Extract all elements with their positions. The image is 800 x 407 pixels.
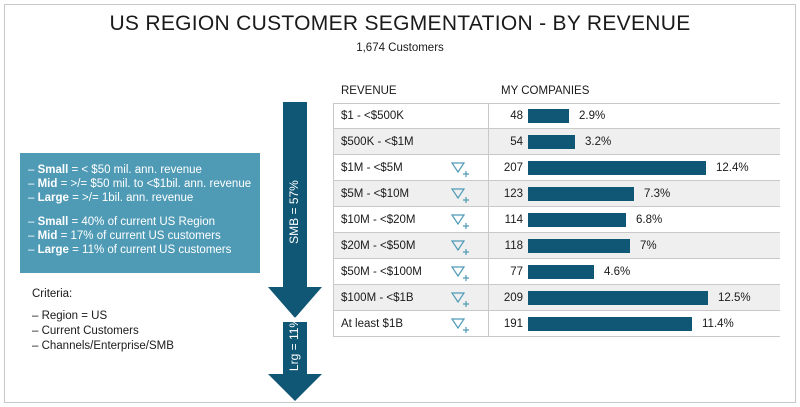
column-header-my-companies: MY COMPANIES <box>501 85 590 97</box>
revenue-range-label: $1 - <$500K <box>341 110 404 122</box>
lrg-arrow-label: Lrg = 11% <box>287 316 301 372</box>
info-line: – Mid = 17% of current US customers <box>28 230 221 242</box>
percent-label: 11.4% <box>702 318 734 330</box>
company-count: 77 <box>510 266 523 278</box>
criteria-item: – Channels/Enterprise/SMB <box>32 340 174 352</box>
bar <box>528 317 692 331</box>
criteria-block: Criteria: – Region = US – Current Custom… <box>32 287 174 354</box>
company-count: 48 <box>510 110 523 122</box>
table-row: $50M - <$100M 77 4.6% <box>333 259 780 285</box>
bar <box>528 213 626 227</box>
info-line: – Large = >/= 1bil. ann. revenue <box>28 192 194 204</box>
company-count: 54 <box>510 136 523 148</box>
add-filter-icon[interactable] <box>449 209 471 231</box>
criteria-item: – Current Customers <box>32 325 139 337</box>
customer-count: 1,674 Customers <box>356 42 444 54</box>
info-line: – Small = 40% of current US Region <box>28 216 215 228</box>
info-line: – Mid = >/= $50 mil. to <$1bil. ann. rev… <box>28 178 252 190</box>
add-filter-icon[interactable] <box>449 261 471 283</box>
table-row: At least $1B 191 11.4% <box>333 311 780 337</box>
bar <box>528 265 594 279</box>
revenue-range-label: $10M - <$20M <box>341 214 416 226</box>
table-row: $1M - <$5M 207 12.4% <box>333 155 780 181</box>
table-row: $10M - <$20M 114 6.8% <box>333 207 780 233</box>
criteria-item: – Region = US <box>32 310 108 322</box>
chart-frame <box>4 4 796 403</box>
percent-label: 7.3% <box>644 188 671 200</box>
page-title: US REGION CUSTOMER SEGMENTATION - BY REV… <box>109 12 691 35</box>
column-header-revenue: REVENUE <box>341 85 397 97</box>
revenue-range-label: $20M - <$50M <box>341 240 416 252</box>
table-row: $5M - <$10M 123 7.3% <box>333 181 780 207</box>
add-filter-icon[interactable] <box>449 313 471 335</box>
add-filter-icon[interactable] <box>449 287 471 309</box>
percent-label: 4.6% <box>604 266 631 278</box>
company-count: 209 <box>503 292 523 304</box>
percent-label: 2.9% <box>579 110 606 122</box>
revenue-range-label: $500K - <$1M <box>341 136 414 148</box>
percent-label: 12.5% <box>718 292 751 304</box>
criteria-heading: Criteria: <box>32 288 73 300</box>
segment-definitions: – Small = < $50 mil. ann. revenue – Mid =… <box>28 163 260 205</box>
percent-label: 7% <box>640 240 657 252</box>
add-filter-icon[interactable] <box>449 157 471 179</box>
percent-label: 6.8% <box>636 214 663 226</box>
table-row: $500K - <$1M 54 3.2% <box>333 129 780 155</box>
smb-arrow <box>268 102 322 318</box>
info-line: – Small = < $50 mil. ann. revenue <box>28 164 202 176</box>
revenue-range-label: $1M - <$5M <box>341 162 403 174</box>
company-count: 191 <box>503 318 523 330</box>
bar <box>528 291 708 305</box>
company-count: 207 <box>503 162 523 174</box>
bar <box>528 161 706 175</box>
company-count: 123 <box>503 188 523 200</box>
add-filter-icon[interactable] <box>449 183 471 205</box>
bar <box>528 187 634 201</box>
revenue-range-label: At least $1B <box>341 318 404 330</box>
revenue-range-label: $50M - <$100M <box>341 266 422 278</box>
revenue-range-label: $5M - <$10M <box>341 188 410 200</box>
percent-label: 3.2% <box>585 136 612 148</box>
smb-arrow-label: SMB = 57% <box>287 180 301 244</box>
bar <box>528 239 630 253</box>
table-row: $1 - <$500K 48 2.9% <box>333 103 780 129</box>
revenue-range-label: $100M - <$1B <box>341 292 414 304</box>
company-count: 114 <box>504 214 523 226</box>
bar <box>528 109 569 123</box>
table-row: $20M - <$50M 118 7% <box>333 233 780 259</box>
lrg-arrow <box>268 322 322 401</box>
company-count: 118 <box>504 240 523 252</box>
add-filter-icon[interactable] <box>449 235 471 257</box>
bar <box>528 135 575 149</box>
segment-definitions-box: – Small = < $50 mil. ann. revenue – Mid =… <box>20 153 260 273</box>
table-row: $100M - <$1B 209 12.5% <box>333 285 780 311</box>
percent-label: 12.4% <box>716 162 749 174</box>
segment-shares: – Small = 40% of current US Region – Mid … <box>28 215 260 257</box>
info-line: – Large = 11% of current US customers <box>28 244 232 256</box>
